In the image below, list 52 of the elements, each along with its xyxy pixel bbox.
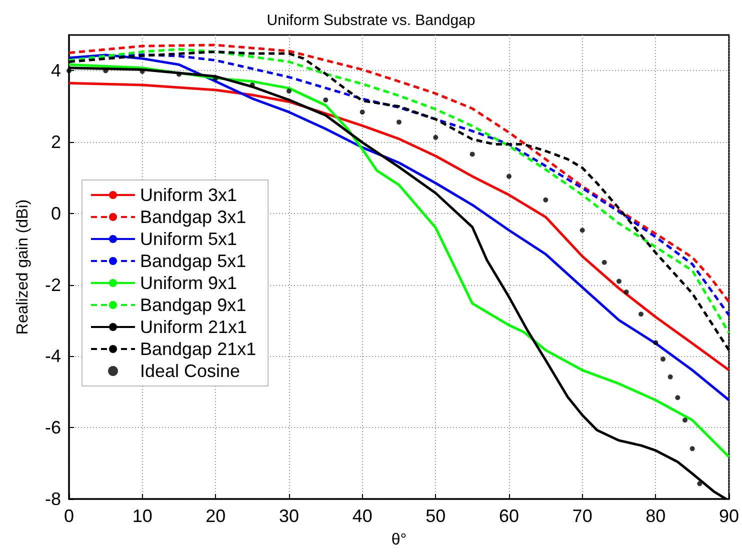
- point: [653, 340, 658, 346]
- legend-label: Uniform 3x1: [140, 185, 238, 205]
- point: [602, 260, 607, 265]
- point: [543, 197, 548, 202]
- point: [690, 446, 695, 452]
- legend-label: Ideal Cosine: [140, 361, 240, 381]
- x-tick-label: 20: [206, 506, 226, 526]
- y-tick-label: -2: [44, 274, 61, 295]
- x-axis-title: θ°: [391, 532, 407, 548]
- point: [506, 174, 512, 179]
- y-tick-label: -8: [44, 489, 61, 509]
- legend-label: Uniform 21x1: [140, 317, 248, 337]
- point: [396, 120, 402, 125]
- point: [697, 481, 702, 486]
- y-tick-label: -6: [44, 418, 61, 438]
- point: [176, 72, 182, 77]
- x-tick-label: 0: [64, 506, 74, 526]
- x-tick-label: 60: [498, 506, 520, 526]
- x-tick-label: 50: [426, 506, 446, 526]
- legend-label: Uniform 9x1: [140, 273, 238, 293]
- y-axis-title: Realized gain (dBi): [14, 199, 32, 335]
- point: [323, 97, 328, 102]
- x-tick-label: 10: [132, 506, 152, 526]
- legend-label: Bandgap 9x1: [140, 295, 246, 315]
- y-tick-label: -4: [44, 346, 61, 366]
- x-tick-label: 40: [352, 506, 372, 526]
- legend-label: Bandgap 3x1: [140, 207, 246, 227]
- point: [668, 374, 673, 380]
- chart-title: Uniform Substrate vs. Bandgap: [266, 12, 476, 29]
- x-tick-label: 80: [646, 506, 666, 526]
- point: [433, 134, 438, 140]
- point: [286, 88, 292, 94]
- y-tick-label: 4: [50, 60, 61, 81]
- point: [624, 289, 629, 294]
- point: [580, 228, 585, 233]
- point: [660, 356, 666, 362]
- point: [675, 395, 680, 400]
- point: [616, 278, 622, 284]
- legend-label: Bandgap 5x1: [140, 251, 246, 271]
- point: [638, 312, 644, 317]
- point: [66, 68, 72, 74]
- y-tick-label: 2: [50, 132, 61, 152]
- point: [470, 152, 475, 157]
- x-tick-label: 30: [278, 506, 300, 526]
- y-tick-label: 0: [50, 203, 61, 224]
- x-tick-label: 70: [572, 506, 592, 526]
- line-series: [68, 54, 730, 402]
- legend-label: Uniform 5x1: [140, 229, 238, 249]
- x-tick-label: 90: [718, 506, 740, 526]
- point: [682, 418, 688, 423]
- point: [360, 110, 365, 115]
- legend-label: Bandgap 21x1: [140, 339, 256, 359]
